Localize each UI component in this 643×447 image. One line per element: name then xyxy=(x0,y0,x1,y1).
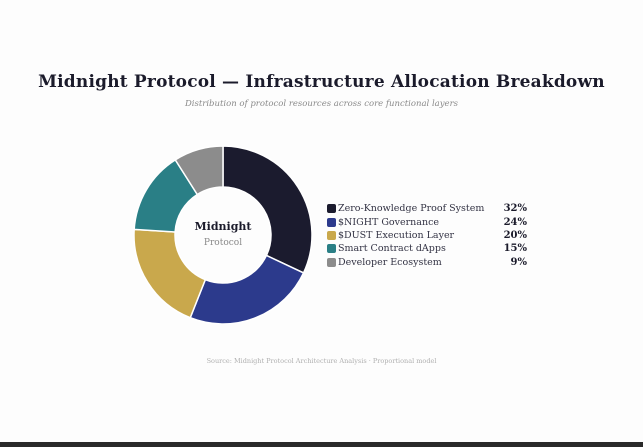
legend-label: Smart Contract dApps xyxy=(338,243,446,255)
legend-item: $DUST Execution Layer 20% xyxy=(327,229,527,242)
legend-item: Smart Contract dApps 15% xyxy=(327,242,527,255)
legend-swatch xyxy=(327,217,336,227)
chart-source-note: Source: Midnight Protocol Architecture A… xyxy=(206,357,437,365)
legend-item: Developer Ecosystem 9% xyxy=(327,256,527,269)
legend-value: 32% xyxy=(503,203,527,215)
donut-slice xyxy=(189,254,305,325)
legend-label: Developer Ecosystem xyxy=(338,256,442,268)
chart-subtitle: Distribution of protocol resources acros… xyxy=(184,99,459,109)
legend-swatch xyxy=(327,257,336,267)
donut-slice xyxy=(133,228,207,319)
legend-item: Zero-Knowledge Proof System 32% xyxy=(327,202,527,215)
legend-value: 24% xyxy=(503,216,527,228)
chart-legend: Zero-Knowledge Proof System 32% $NIGHT G… xyxy=(327,202,527,269)
legend-label: Zero-Knowledge Proof System xyxy=(338,203,485,215)
legend-label: $DUST Execution Layer xyxy=(338,229,455,241)
legend-swatch xyxy=(327,244,336,254)
legend-value: 15% xyxy=(503,243,527,255)
donut-slice xyxy=(222,145,313,274)
legend-value: 9% xyxy=(510,256,527,268)
donut-center-title: Midnight xyxy=(195,220,253,233)
legend-value: 20% xyxy=(503,229,527,241)
chart-title: Midnight Protocol — Infrastructure Alloc… xyxy=(38,72,605,92)
donut-slice xyxy=(174,145,224,196)
legend-item: $NIGHT Governance 24% xyxy=(327,215,527,228)
donut-center-subtitle: Protocol xyxy=(204,238,242,248)
legend-label: $NIGHT Governance xyxy=(338,216,440,228)
donut-chart: Midnight Protocol xyxy=(133,145,313,325)
legend-swatch xyxy=(327,230,336,240)
bottom-bar xyxy=(0,442,643,447)
legend-swatch xyxy=(327,204,336,214)
